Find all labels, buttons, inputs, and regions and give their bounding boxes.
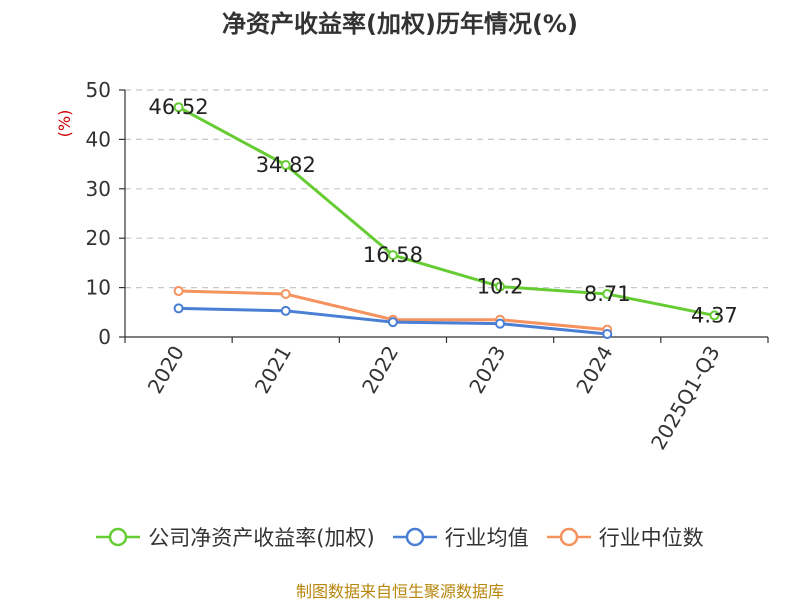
data-point	[173, 303, 184, 314]
y-tick-label: 20	[86, 226, 111, 250]
data-point	[280, 305, 291, 316]
x-tick-label: 2021	[250, 342, 296, 398]
legend-label: 公司净资产收益率(加权)	[148, 526, 375, 550]
legend-label: 行业均值	[444, 526, 529, 550]
legend-item[interactable]: 公司净资产收益率(加权)	[96, 522, 375, 552]
legend-item[interactable]: 行业中位数	[546, 522, 704, 552]
data-point	[602, 288, 613, 299]
source-note: 制图数据来自恒生聚源数据库	[295, 582, 504, 601]
y-tick-label: 50	[86, 78, 111, 102]
data-point	[387, 317, 398, 328]
data-label: 46.52	[149, 95, 209, 119]
data-point	[173, 102, 184, 113]
legend-item[interactable]: 行业均值	[392, 522, 529, 552]
legend-swatch-icon	[392, 527, 437, 547]
legend: 公司净资产收益率(加权) 行业均值 行业中位数	[0, 522, 800, 552]
data-label: 10.2	[477, 275, 524, 299]
x-tick-label: 2022	[357, 342, 403, 398]
data-point	[387, 250, 398, 261]
y-tick-label: 10	[86, 276, 111, 300]
data-point	[495, 281, 506, 292]
data-point	[280, 289, 291, 300]
data-point	[709, 310, 720, 321]
series-line	[177, 105, 715, 317]
legend-label: 行业中位数	[598, 526, 704, 550]
grid-lines	[125, 89, 768, 289]
data-point	[280, 159, 291, 170]
data-label: 34.82	[256, 153, 316, 177]
data-point	[495, 318, 506, 329]
data-label: 4.37	[691, 303, 738, 327]
chart-title: 净资产收益率(加权)历年情况(%)	[222, 10, 578, 38]
x-tick-label: 2024	[571, 342, 617, 398]
data-point	[173, 286, 184, 297]
legend-swatch-icon	[96, 527, 141, 547]
data-point	[602, 329, 613, 340]
data-label: 16.58	[363, 243, 423, 267]
y-tick-label: 0	[98, 325, 111, 349]
y-axis-label: (%)	[55, 110, 74, 138]
y-tick-label: 30	[86, 177, 111, 201]
y-tick-label: 40	[86, 127, 111, 151]
data-label: 8.71	[584, 282, 631, 306]
series-lines	[173, 102, 720, 340]
x-tick-label: 2020	[143, 342, 189, 398]
x-tick-label: 2025Q1-Q3	[646, 342, 725, 454]
legend-swatch-icon	[546, 527, 591, 547]
x-tick-label: 2023	[464, 342, 510, 398]
data-labels: 46.52 34.82 16.58 10.2 8.71 4.37	[149, 95, 738, 327]
